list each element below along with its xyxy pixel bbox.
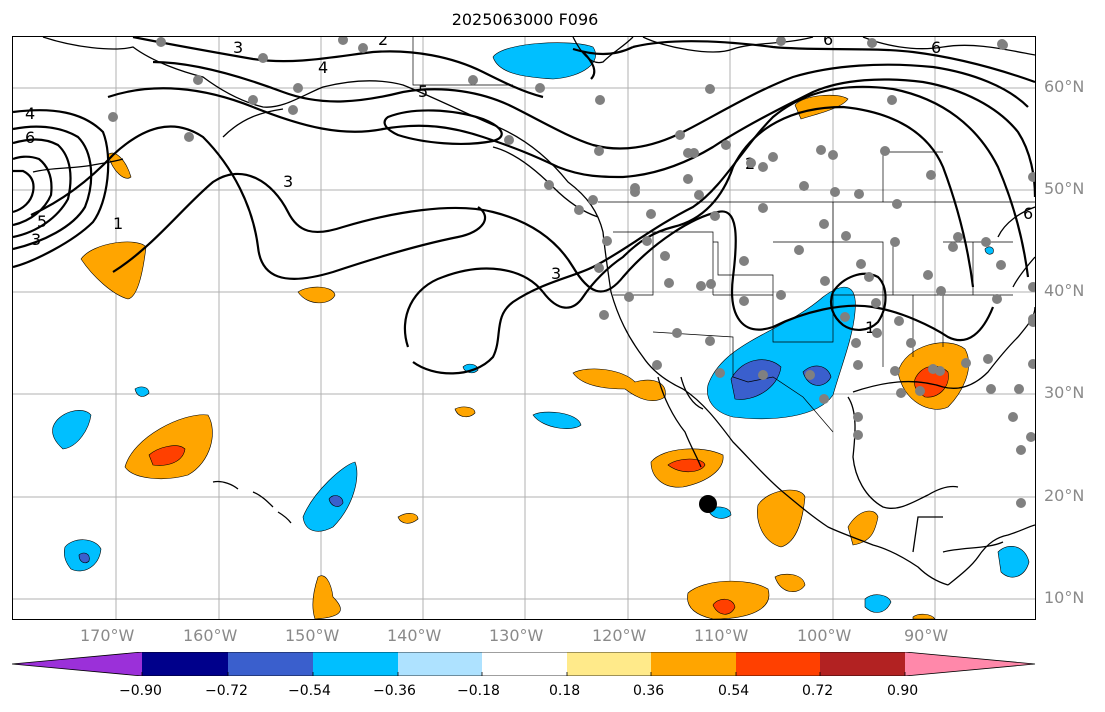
- contour-label: 3: [551, 264, 561, 283]
- fill-negative: [997, 545, 1030, 578]
- lat-label: 60°N: [1044, 77, 1085, 96]
- contour-label: 6: [1023, 204, 1033, 223]
- colorbar-bin: [567, 652, 651, 676]
- map-panel[interactable]: 3 4 5 6 4 6 5 3 1 3 3 2 1 6 2 6: [12, 36, 1036, 620]
- fill-positive: [794, 94, 849, 120]
- fill-negative: [134, 386, 150, 397]
- contour-label: 1: [113, 214, 123, 233]
- contour-label: 5: [37, 212, 47, 231]
- lon-label: 140°W: [387, 626, 442, 645]
- colorbar-bin: [398, 652, 482, 676]
- fill-positive: [297, 286, 336, 304]
- colorbar-tick-label: −0.90: [119, 683, 162, 699]
- contour-label: 1: [865, 318, 875, 337]
- colorbar-tick-label: 0.54: [718, 683, 750, 699]
- fill-negative-high: [78, 552, 90, 564]
- contour-label: 6: [25, 128, 35, 147]
- coastlines: [32, 37, 1035, 586]
- colorbar-tick-label: 0.36: [633, 683, 665, 699]
- map-title: 2025063000 F096: [451, 10, 599, 29]
- political-borders: [412, 37, 1035, 433]
- colorbar-tick-label: −0.72: [205, 683, 248, 699]
- colorbar-bin: [905, 652, 1035, 676]
- colorbar-bin: [736, 652, 820, 676]
- fill-negative: [52, 410, 92, 450]
- station-markers: [108, 37, 1035, 508]
- colorbar-bin: [142, 652, 228, 676]
- contour-label: 6: [931, 38, 941, 57]
- lat-label: 20°N: [1044, 486, 1085, 505]
- contour-label: 4: [25, 104, 35, 123]
- fill-positive: [912, 613, 936, 619]
- fill-negative-high: [730, 359, 782, 400]
- fill-negative-high: [328, 495, 344, 507]
- lat-label: 30°N: [1044, 383, 1085, 402]
- highlight-marker: [699, 495, 717, 513]
- contour-labels: 3 4 5 6 4 6 5 3 1 3 3 2 1 6 2 6: [25, 37, 1033, 337]
- contour-label: 2: [378, 37, 388, 49]
- fill-positive: [774, 573, 806, 592]
- contour-label: 4: [318, 58, 328, 77]
- lat-label: 50°N: [1044, 179, 1085, 198]
- colorbar-bin: [651, 652, 736, 676]
- colorbar-outline: [12, 652, 1036, 676]
- lon-label: 90°W: [904, 626, 949, 645]
- lon-label: 120°W: [592, 626, 647, 645]
- fill-positive-high: [712, 598, 736, 615]
- colorbar-ticks: [141, 672, 906, 676]
- fill-positive-high: [148, 445, 186, 466]
- fill-positive: [757, 489, 806, 548]
- colorbar-bin: [820, 652, 905, 676]
- graticule: [13, 37, 1035, 619]
- fill-positive: [397, 513, 419, 524]
- fill-positive: [454, 406, 476, 418]
- lat-label: 10°N: [1044, 588, 1085, 607]
- contour-label: 3: [283, 172, 293, 191]
- colorbar-bin: [482, 652, 567, 676]
- fill-negative: [864, 594, 892, 613]
- fill-negative: [984, 246, 994, 255]
- colorbar-bin: [228, 652, 313, 676]
- colorbar-tick-label: −0.54: [288, 683, 331, 699]
- lat-label: 40°N: [1044, 281, 1085, 300]
- lon-label: 160°W: [183, 626, 238, 645]
- fill-positive: [312, 575, 341, 619]
- colorbar-tick-label: 0.90: [887, 683, 919, 699]
- colorbar-tick-label: −0.36: [373, 683, 416, 699]
- lon-label: 130°W: [489, 626, 544, 645]
- fill-negative: [302, 461, 358, 532]
- fill-positive: [847, 510, 879, 546]
- map-canvas: 3 4 5 6 4 6 5 3 1 3 3 2 1 6 2 6: [13, 37, 1035, 619]
- contour-label: 5: [418, 82, 428, 101]
- lon-label: 150°W: [285, 626, 340, 645]
- contour-label: 6: [823, 37, 833, 49]
- colorbar-bin: [313, 652, 398, 676]
- lon-label: 110°W: [694, 626, 749, 645]
- fill-positive: [572, 368, 666, 401]
- colorbar-bin: [12, 652, 142, 676]
- colorbar: [12, 652, 1036, 676]
- anomaly-fills: [52, 42, 1030, 619]
- colorbar-tick-label: −0.18: [457, 683, 500, 699]
- lon-label: 170°W: [80, 626, 135, 645]
- lon-label: 100°W: [797, 626, 852, 645]
- fill-negative: [532, 411, 582, 429]
- colorbar-tick-label: 0.72: [802, 683, 834, 699]
- contour-label: 3: [233, 38, 243, 57]
- colorbar-tick-label: 0.18: [549, 683, 581, 699]
- height-contours: [13, 37, 1035, 375]
- contour-label: 3: [31, 230, 41, 249]
- fill-negative: [492, 42, 596, 80]
- fill-positive-high: [667, 458, 706, 473]
